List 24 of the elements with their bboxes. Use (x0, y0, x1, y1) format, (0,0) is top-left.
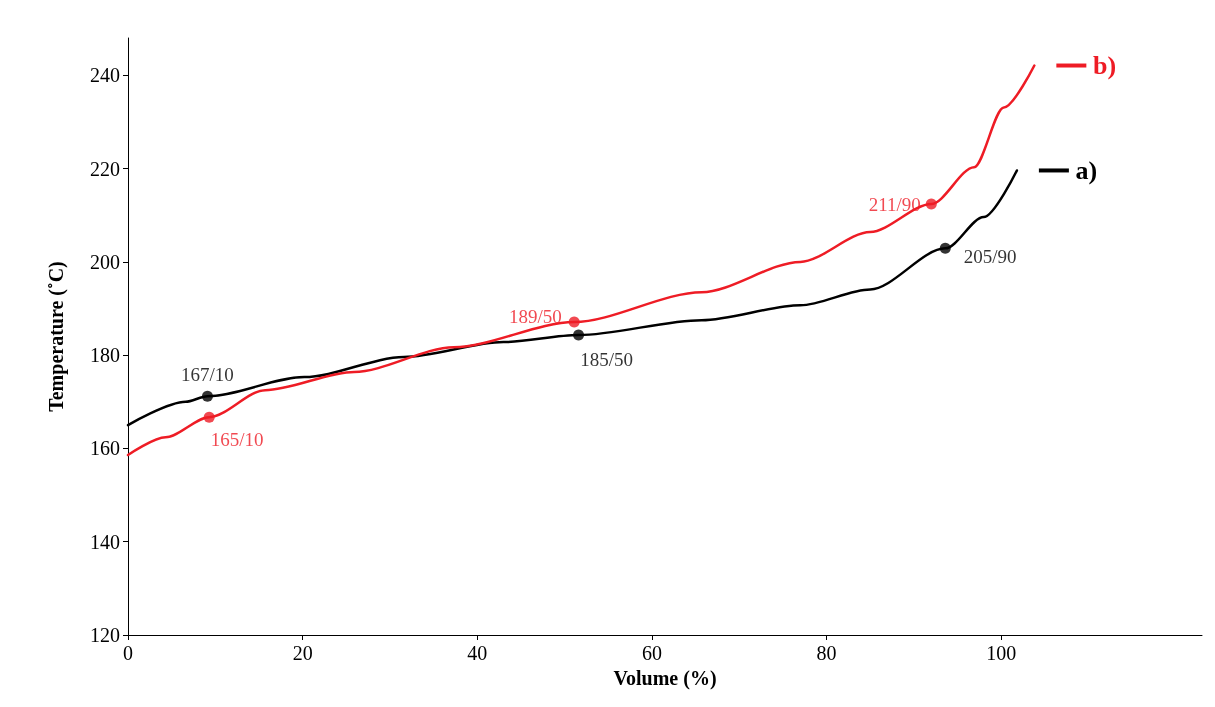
y-tick-label: 160 (90, 437, 120, 460)
x-tick-label: 40 (467, 642, 488, 664)
legend-label: a) (1075, 155, 1098, 185)
x-tick-label: 20 (292, 642, 313, 664)
x-tick-label: 80 (816, 642, 837, 664)
legend-label: b) (1093, 51, 1117, 81)
y-axis-title: Temperature (˚C) (45, 261, 68, 412)
line-series (126, 64, 1036, 457)
data-label: 205/90 (963, 245, 1017, 267)
y-tick-label: 220 (90, 157, 120, 180)
data-label: 211/90 (868, 193, 921, 215)
data-label: 165/10 (210, 428, 264, 450)
y-tick-label: 120 (90, 624, 120, 646)
data-label: 185/50 (580, 348, 633, 370)
y-tick-label: 240 (90, 64, 120, 87)
data-label: 167/10 (181, 363, 234, 385)
y-tick-label: 200 (90, 250, 120, 273)
y-tick-label: 140 (90, 530, 120, 553)
x-tick-label: 100 (986, 642, 1017, 664)
data-label: 189/50 (508, 305, 562, 327)
x-tick-label: 60 (641, 642, 662, 664)
x-axis-title: Volume (%) (613, 666, 717, 690)
y-tick-label: 180 (90, 344, 120, 367)
x-tick-label: 0 (123, 642, 133, 664)
